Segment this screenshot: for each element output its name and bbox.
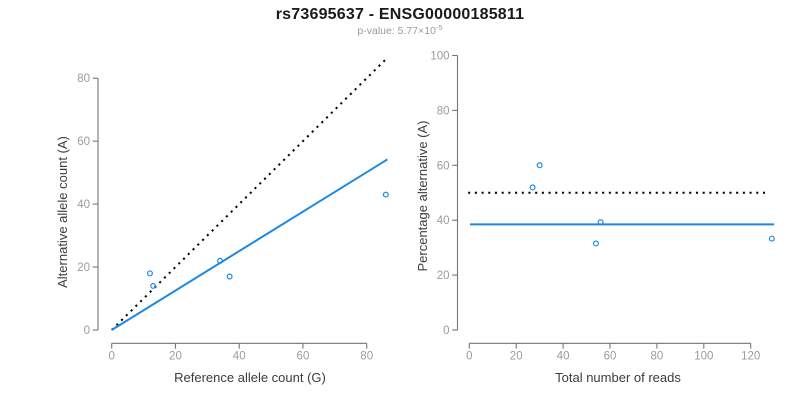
fit-line	[111, 158, 388, 331]
y-tick-label: 60	[437, 160, 450, 172]
data-point	[592, 240, 599, 247]
x-tick-label: 0	[466, 351, 472, 363]
panel-percentage-alternative: 0 20 40 60 80 100 0 20 40 60 80 100 120 Total number …	[415, 51, 775, 385]
x-axis-title: Reference allele count (G)	[174, 370, 326, 385]
x-tick-label: 20	[169, 351, 182, 363]
x-tick-label: 20	[510, 351, 523, 363]
data-point	[529, 184, 536, 191]
y-axis: 0 20 40 60 80	[77, 73, 99, 337]
y-tick-label: 40	[77, 199, 90, 211]
x-tick-label: 80	[360, 351, 373, 363]
y-tick-label: 0	[84, 325, 90, 337]
y-tick-label: 20	[437, 270, 450, 282]
y-axis-title: Percentage alternative (A)	[415, 120, 430, 271]
x-tick-label: 60	[297, 351, 310, 363]
y-tick-label: 60	[77, 136, 90, 148]
data-point	[597, 219, 604, 226]
x-axis: 0 20 40 60 80 100 120	[466, 342, 760, 363]
data-point	[217, 257, 224, 264]
x-tick-label: 100	[694, 351, 713, 363]
x-tick-label: 80	[651, 351, 664, 363]
data-points	[529, 162, 775, 247]
identity-line	[110, 57, 389, 331]
x-tick-label: 0	[108, 351, 114, 363]
x-axis: 0 20 40 60 80	[108, 342, 373, 363]
y-tick-label: 0	[443, 325, 449, 337]
x-tick-label: 40	[233, 351, 246, 363]
x-axis-title: Total number of reads	[555, 370, 681, 385]
data-point	[768, 235, 775, 242]
x-tick-label: 60	[604, 351, 617, 363]
x-tick-label: 40	[557, 351, 570, 363]
y-axis-title: Alternative allele count (A)	[55, 136, 70, 288]
y-tick-label: 40	[437, 215, 450, 227]
x-tick-label: 120	[741, 351, 760, 363]
data-points	[146, 191, 389, 289]
data-point	[382, 191, 389, 198]
y-tick-label: 80	[77, 73, 90, 85]
y-tick-label: 80	[437, 105, 450, 117]
data-point	[146, 270, 153, 277]
y-tick-label: 20	[77, 262, 90, 274]
panel-allele-counts: 0 20 40 60 80 0 20 40 60 80 Reference allele count…	[55, 57, 389, 385]
data-point	[150, 282, 157, 289]
data-point	[536, 162, 543, 169]
y-tick-label: 100	[430, 51, 449, 63]
y-axis: 0 20 40 60 80 100	[430, 51, 459, 337]
data-point	[226, 273, 233, 280]
